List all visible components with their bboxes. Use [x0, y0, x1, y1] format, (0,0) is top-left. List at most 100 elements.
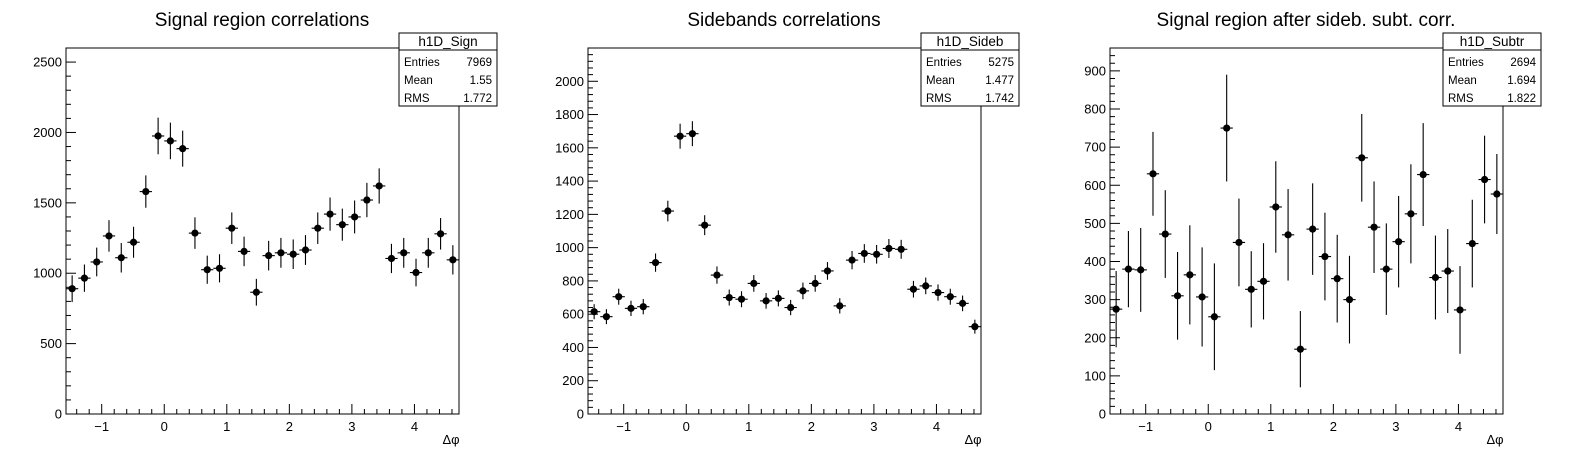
x-tick-label: 2	[808, 419, 815, 434]
data-point	[151, 117, 165, 155]
data-marker	[191, 229, 199, 237]
stats-row-label: RMS	[926, 93, 952, 105]
data-point	[1404, 164, 1418, 264]
data-marker	[277, 249, 285, 257]
data-point	[336, 208, 349, 241]
data-marker	[105, 232, 113, 240]
data-marker	[351, 213, 359, 221]
data-point	[1331, 234, 1344, 323]
data-marker	[1235, 238, 1243, 247]
data-point	[747, 275, 760, 292]
data-marker	[1370, 223, 1378, 231]
data-marker	[1210, 313, 1218, 321]
data-marker	[639, 303, 647, 311]
stats-row-value: 2694	[1510, 57, 1536, 69]
data-point	[1220, 74, 1233, 182]
y-tick-label: 900	[1084, 63, 1106, 78]
data-marker	[737, 295, 746, 303]
stats-row-value: 1.55	[470, 75, 492, 87]
y-tick-label: 1400	[555, 174, 584, 189]
data-point	[1122, 231, 1135, 308]
data-marker	[240, 247, 248, 256]
data-marker	[338, 221, 346, 229]
stats-row-value: 1.477	[985, 75, 1014, 87]
data-point	[1306, 183, 1319, 275]
x-tick-label: 3	[870, 419, 877, 434]
y-tick-label: 1500	[33, 195, 62, 210]
data-point	[845, 250, 859, 270]
data-point	[1257, 243, 1270, 320]
data-point	[858, 244, 871, 263]
plot-frame	[587, 47, 982, 415]
data-marker	[651, 259, 660, 267]
x-tick-label: 0	[683, 419, 690, 434]
stats-box-title: h1D_Subtr	[1460, 34, 1525, 49]
stats-row-label: Entries	[1448, 57, 1484, 69]
data-marker	[885, 244, 893, 253]
data-marker	[848, 256, 856, 264]
x-axis-label: Δφ	[1486, 432, 1503, 447]
data-marker	[1333, 275, 1341, 283]
data-point	[299, 235, 312, 265]
data-point	[373, 168, 386, 204]
y-tick-label: 200	[1084, 330, 1106, 345]
data-point	[1134, 227, 1147, 312]
data-point	[188, 217, 202, 249]
data-marker	[602, 313, 611, 321]
data-marker	[1480, 175, 1489, 184]
data-point	[102, 220, 116, 252]
stats-row-value: 7969	[466, 57, 492, 69]
data-point	[1453, 266, 1467, 354]
stats-box-frame	[1442, 32, 1542, 107]
x-tick-label: 2	[286, 419, 293, 434]
data-point	[661, 200, 674, 222]
data-point	[90, 247, 103, 277]
data-marker	[958, 299, 967, 307]
stats-box-frame	[920, 32, 1020, 107]
data-point	[66, 275, 79, 303]
data-marker	[590, 308, 598, 316]
data-marker	[93, 258, 101, 266]
data-marker	[203, 266, 211, 274]
data-marker	[1382, 265, 1390, 273]
data-point	[1232, 198, 1246, 287]
data-point	[1195, 247, 1209, 347]
data-point	[735, 291, 748, 308]
data-marker	[179, 145, 187, 153]
y-tick-label: 0	[55, 407, 62, 422]
data-marker	[166, 137, 174, 145]
stats-box-title: h1D_Sign	[418, 34, 477, 49]
data-point	[237, 236, 251, 267]
data-point	[115, 242, 128, 273]
chart-title: Signal region after sideb. subt. corr.	[1157, 10, 1456, 31]
data-point	[274, 237, 288, 268]
data-point	[1417, 123, 1430, 227]
stats-row-label: RMS	[404, 93, 430, 105]
data-point	[446, 245, 459, 275]
stats-row-value: 1.694	[1507, 75, 1536, 87]
y-tick-label: 400	[1084, 254, 1106, 269]
data-point	[287, 239, 300, 270]
x-tick-label: 0	[161, 419, 168, 434]
data-marker	[1272, 203, 1280, 211]
data-point	[588, 304, 601, 320]
data-point	[600, 309, 613, 325]
data-marker	[289, 250, 297, 258]
stats-row-label: Entries	[404, 57, 440, 69]
stats-row-value: 1.772	[463, 93, 492, 105]
data-point	[784, 299, 797, 316]
y-tick-label: 1600	[555, 140, 584, 155]
x-tick-label: 3	[348, 419, 355, 434]
chart-title: Sidebands correlations	[687, 10, 880, 31]
data-point	[139, 175, 152, 208]
y-tick-label: 1800	[555, 107, 584, 122]
data-point	[360, 182, 374, 218]
data-point	[176, 130, 189, 167]
x-tick-label: 1	[1267, 419, 1274, 434]
data-marker	[117, 254, 125, 262]
y-tick-label: 300	[1084, 292, 1106, 307]
data-point	[422, 237, 435, 268]
data-marker	[725, 293, 733, 302]
x-tick-label: 3	[1392, 419, 1399, 434]
